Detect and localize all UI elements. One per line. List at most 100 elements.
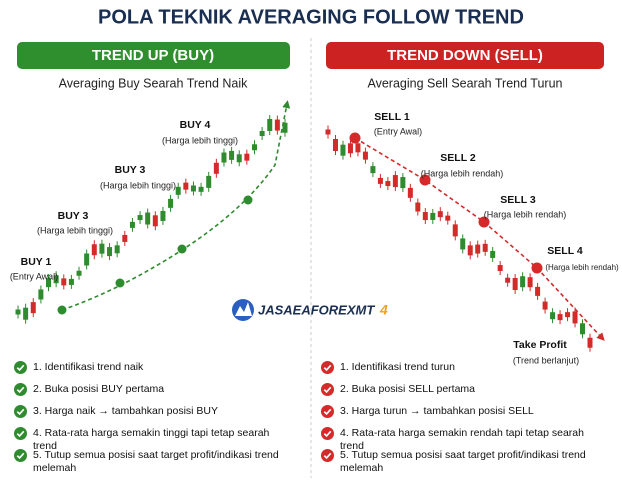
candle xyxy=(168,198,174,208)
label: BUY 3 xyxy=(58,210,89,222)
check-icon xyxy=(14,383,27,396)
check-icon xyxy=(14,361,27,374)
candle xyxy=(206,175,212,188)
candle xyxy=(482,243,488,252)
candle xyxy=(23,307,29,320)
candle xyxy=(452,224,458,237)
candle xyxy=(490,250,496,258)
left-subtitle: Averaging Buy Searah Trend Naik xyxy=(59,76,249,90)
label: SELL 1 xyxy=(374,111,410,123)
candle xyxy=(175,186,181,195)
step: 3. Harga turun → tambahkan posisi SELL xyxy=(340,405,534,417)
right-subtitle: Averaging Sell Searah Trend Turun xyxy=(367,76,562,90)
note: (Harga lebih tinggi) xyxy=(37,225,113,235)
step: 5. Tutup semua posisi saat target profit… xyxy=(33,449,279,474)
candle xyxy=(259,130,265,136)
buy-points xyxy=(57,195,253,315)
candle xyxy=(267,118,273,131)
candle xyxy=(53,275,59,284)
candle xyxy=(520,276,526,288)
candle xyxy=(385,181,391,187)
candle xyxy=(362,151,368,160)
step: 1. Identifikasi trend turun xyxy=(340,361,455,373)
candle xyxy=(467,245,473,256)
step: 2. Buka posisi BUY pertama xyxy=(33,383,165,395)
candle xyxy=(535,286,541,296)
candle xyxy=(542,301,548,310)
candle xyxy=(400,177,406,189)
candle xyxy=(15,309,21,315)
candle xyxy=(557,314,563,321)
note: (Trend berlanjut) xyxy=(513,355,579,365)
note: (Harga lebih rendah) xyxy=(421,168,504,178)
candle xyxy=(565,312,571,318)
left-header-bg xyxy=(17,42,290,69)
candle xyxy=(415,202,421,212)
note: (Harga lebih tinggi) xyxy=(162,135,238,145)
check-icon xyxy=(321,449,334,462)
label: SELL 4 xyxy=(547,245,583,257)
candle xyxy=(370,166,376,174)
step: 1. Identifikasi trend naik xyxy=(33,361,144,373)
candle xyxy=(61,278,67,286)
label: BUY 3 xyxy=(115,164,146,176)
candle xyxy=(430,212,436,220)
candle xyxy=(244,153,250,161)
candle xyxy=(68,278,74,285)
check-icon xyxy=(14,427,27,440)
label: Take Profit xyxy=(513,339,567,351)
candle xyxy=(274,119,280,131)
candle xyxy=(114,245,120,254)
check-icon xyxy=(321,405,334,418)
candle xyxy=(572,311,578,324)
candle xyxy=(137,215,143,221)
note: (Entry Awal) xyxy=(10,271,58,281)
candle xyxy=(445,215,451,221)
candle xyxy=(38,289,44,300)
candle xyxy=(183,182,189,190)
candle xyxy=(437,211,443,218)
candle xyxy=(190,185,196,192)
label: SELL 3 xyxy=(500,194,536,206)
candle xyxy=(282,122,288,133)
step: 4. Rata-rata harga semakin tinggi tapi t… xyxy=(33,427,270,452)
check-icon xyxy=(14,449,27,462)
candle xyxy=(580,323,586,335)
candle xyxy=(340,144,346,156)
candle xyxy=(129,221,135,228)
note: (Entry Awal) xyxy=(374,126,422,136)
candle xyxy=(30,302,36,314)
note: (Harga lebih rendah) xyxy=(484,209,567,219)
candle xyxy=(236,154,242,163)
candle xyxy=(355,143,361,153)
candle xyxy=(460,238,466,250)
candle xyxy=(84,253,90,266)
candle xyxy=(527,277,533,288)
candle xyxy=(198,186,204,192)
candle xyxy=(407,187,413,198)
candle xyxy=(512,278,518,291)
candle xyxy=(392,175,398,188)
candle xyxy=(229,150,235,160)
check-icon xyxy=(321,361,334,374)
label: BUY 4 xyxy=(180,119,211,131)
logo-text: JASAEAFOREXMT xyxy=(258,302,375,317)
candle xyxy=(76,270,82,276)
candle xyxy=(152,215,158,227)
candle xyxy=(221,152,227,163)
candles xyxy=(15,114,593,352)
candle xyxy=(46,278,52,288)
right-header: TREND DOWN (SELL) xyxy=(387,47,543,64)
candle xyxy=(422,212,428,221)
candle xyxy=(107,247,113,257)
logo: JASAEAFOREXMT 4 xyxy=(232,299,388,321)
candle xyxy=(122,234,128,242)
candle xyxy=(332,138,338,151)
candle xyxy=(325,129,331,135)
candle xyxy=(213,162,219,174)
step: 5. Tutup semua posisi saat target profit… xyxy=(340,449,586,474)
candle xyxy=(377,177,383,184)
candle xyxy=(475,244,481,254)
